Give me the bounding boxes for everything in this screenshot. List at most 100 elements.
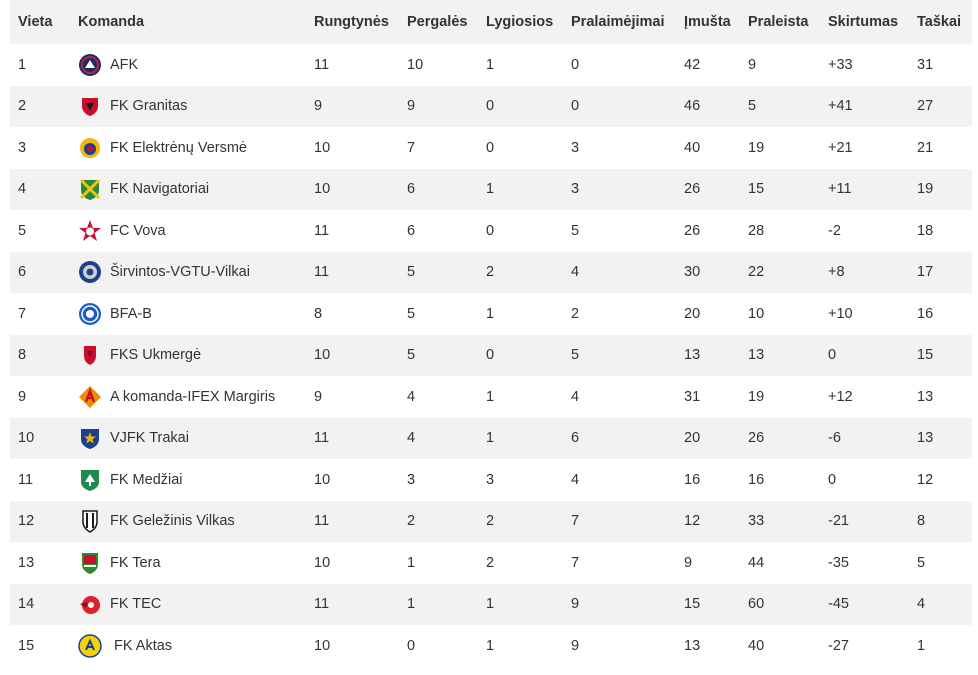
column-header-praleista[interactable]: Praleista bbox=[740, 0, 820, 44]
cell-team: FK Elektrėnų Versmė bbox=[70, 127, 306, 169]
cell-position: 14 bbox=[10, 583, 70, 625]
table-row[interactable]: 4 FK Navigatoriai 10 6 1 3 26 15 +11 19 bbox=[10, 168, 972, 210]
cell-goal-difference: +8 bbox=[820, 251, 909, 293]
table-row[interactable]: 2 FK Granitas 9 9 0 0 46 5 +41 27 bbox=[10, 85, 972, 127]
trakai-logo-icon bbox=[78, 426, 102, 450]
table-row[interactable]: 15 FK Aktas 10 0 1 9 13 40 -27 1 bbox=[10, 625, 972, 667]
team-name[interactable]: FK Aktas bbox=[110, 637, 173, 654]
cell-draw: 1 bbox=[478, 583, 563, 625]
table-row[interactable]: 13 FK Tera 10 1 2 7 9 44 -35 5 bbox=[10, 542, 972, 584]
team-name[interactable]: FK Medžiai bbox=[110, 471, 183, 488]
cell-lost: 9 bbox=[563, 625, 676, 667]
table-row[interactable]: 14 FK TEC 11 1 1 9 15 60 -45 4 bbox=[10, 583, 972, 625]
cell-lost: 4 bbox=[563, 376, 676, 418]
table-row[interactable]: 10 VJFK Trakai 11 4 1 6 20 26 -6 13 bbox=[10, 417, 972, 459]
table-row[interactable]: 12 FK Geležinis Vilkas 11 2 2 7 12 33 -21 8 bbox=[10, 500, 972, 542]
team-name[interactable]: FK Granitas bbox=[110, 98, 188, 115]
table-row[interactable]: 3 FK Elektrėnų Versmė 10 7 0 3 40 19 +21 21 bbox=[10, 127, 972, 169]
table-row[interactable]: 8 FKS Ukmergė 10 5 0 5 13 13 0 15 bbox=[10, 334, 972, 376]
table-row[interactable]: 1 AFK 11 10 1 0 42 9 +33 31 bbox=[10, 44, 972, 86]
cell-played: 10 bbox=[306, 168, 399, 210]
cell-goal-difference: -21 bbox=[820, 500, 909, 542]
cell-points: 16 bbox=[909, 293, 972, 335]
cell-points: 27 bbox=[909, 85, 972, 127]
column-header-komanda[interactable]: Komanda bbox=[70, 0, 306, 44]
cell-lost: 4 bbox=[563, 251, 676, 293]
cell-goals-for: 13 bbox=[676, 625, 740, 667]
cell-played: 8 bbox=[306, 293, 399, 335]
column-header-vieta[interactable]: Vieta bbox=[10, 0, 70, 44]
vilkas-logo-icon bbox=[78, 509, 102, 534]
team-name[interactable]: FK TEC bbox=[110, 596, 162, 613]
cell-goals-for: 26 bbox=[676, 210, 740, 252]
cell-goal-difference: +10 bbox=[820, 293, 909, 335]
team-name[interactable]: AFK bbox=[110, 56, 139, 73]
cell-draw: 0 bbox=[478, 85, 563, 127]
cell-draw: 3 bbox=[478, 459, 563, 501]
column-header-rungtynes[interactable]: Rungtynės bbox=[306, 0, 399, 44]
team-cell-content: FK Navigatoriai bbox=[78, 177, 306, 201]
cell-position: 13 bbox=[10, 542, 70, 584]
cell-position: 5 bbox=[10, 210, 70, 252]
cell-points: 8 bbox=[909, 500, 972, 542]
cell-lost: 0 bbox=[563, 44, 676, 86]
cell-goals-against: 19 bbox=[740, 127, 820, 169]
cell-team: FK Tera bbox=[70, 542, 306, 584]
cell-draw: 0 bbox=[478, 334, 563, 376]
medziai-logo-icon bbox=[78, 468, 102, 492]
cell-position: 4 bbox=[10, 168, 70, 210]
cell-team: Širvintos-VGTU-Vilkai bbox=[70, 251, 306, 293]
table-row[interactable]: 5 FC Vova 11 6 0 5 26 28 -2 18 bbox=[10, 210, 972, 252]
team-name[interactable]: BFA-B bbox=[110, 305, 152, 322]
team-name[interactable]: FC Vova bbox=[110, 222, 166, 239]
team-name[interactable]: A komanda-IFEX Margiris bbox=[110, 388, 276, 405]
cell-won: 1 bbox=[399, 583, 478, 625]
column-header-skirtumas[interactable]: Skirtumas bbox=[820, 0, 909, 44]
team-name[interactable]: FK Tera bbox=[110, 554, 161, 571]
team-name[interactable]: Širvintos-VGTU-Vilkai bbox=[110, 264, 250, 281]
team-cell-content: Širvintos-VGTU-Vilkai bbox=[78, 260, 306, 284]
team-name[interactable]: FK Navigatoriai bbox=[110, 181, 210, 198]
cell-lost: 0 bbox=[563, 85, 676, 127]
granitas-logo-icon bbox=[78, 94, 102, 118]
cell-team: FK Medžiai bbox=[70, 459, 306, 501]
table-row[interactable]: 11 FK Medžiai 10 3 3 4 16 16 0 12 bbox=[10, 459, 972, 501]
cell-goals-against: 60 bbox=[740, 583, 820, 625]
cell-goal-difference: -27 bbox=[820, 625, 909, 667]
cell-goal-difference: -45 bbox=[820, 583, 909, 625]
cell-position: 6 bbox=[10, 251, 70, 293]
cell-points: 21 bbox=[909, 127, 972, 169]
table-row[interactable]: 6 Širvintos-VGTU-Vilkai 11 5 2 4 30 22 +8 17 bbox=[10, 251, 972, 293]
cell-goals-against: 22 bbox=[740, 251, 820, 293]
cell-goals-for: 30 bbox=[676, 251, 740, 293]
team-cell-content: VJFK Trakai bbox=[78, 426, 306, 450]
cell-draw: 2 bbox=[478, 500, 563, 542]
cell-played: 11 bbox=[306, 500, 399, 542]
cell-team: FK Navigatoriai bbox=[70, 168, 306, 210]
cell-goal-difference: +11 bbox=[820, 168, 909, 210]
cell-played: 10 bbox=[306, 542, 399, 584]
cell-draw: 1 bbox=[478, 625, 563, 667]
column-header-imusta[interactable]: Įmušta bbox=[676, 0, 740, 44]
cell-goals-for: 42 bbox=[676, 44, 740, 86]
cell-draw: 1 bbox=[478, 376, 563, 418]
cell-goals-for: 15 bbox=[676, 583, 740, 625]
team-name[interactable]: VJFK Trakai bbox=[110, 430, 189, 447]
cell-goals-against: 40 bbox=[740, 625, 820, 667]
team-name[interactable]: FKS Ukmergė bbox=[110, 347, 202, 364]
team-name[interactable]: FK Geležinis Vilkas bbox=[110, 513, 235, 530]
cell-goal-difference: +21 bbox=[820, 127, 909, 169]
cell-position: 8 bbox=[10, 334, 70, 376]
table-row[interactable]: 7 BFA-B 8 5 1 2 20 10 +10 16 bbox=[10, 293, 972, 335]
team-cell-content: FK Tera bbox=[78, 551, 306, 575]
team-cell-content: FK Aktas bbox=[78, 634, 306, 658]
column-header-lygiosios[interactable]: Lygiosios bbox=[478, 0, 563, 44]
cell-goal-difference: +33 bbox=[820, 44, 909, 86]
column-header-pergales[interactable]: Pergalės bbox=[399, 0, 478, 44]
team-name[interactable]: FK Elektrėnų Versmė bbox=[110, 139, 247, 156]
team-cell-content: AFK bbox=[78, 53, 306, 77]
cell-played: 9 bbox=[306, 85, 399, 127]
column-header-pralaimejimai[interactable]: Pralaimėjimai bbox=[563, 0, 676, 44]
column-header-taskai[interactable]: Taškai bbox=[909, 0, 972, 44]
